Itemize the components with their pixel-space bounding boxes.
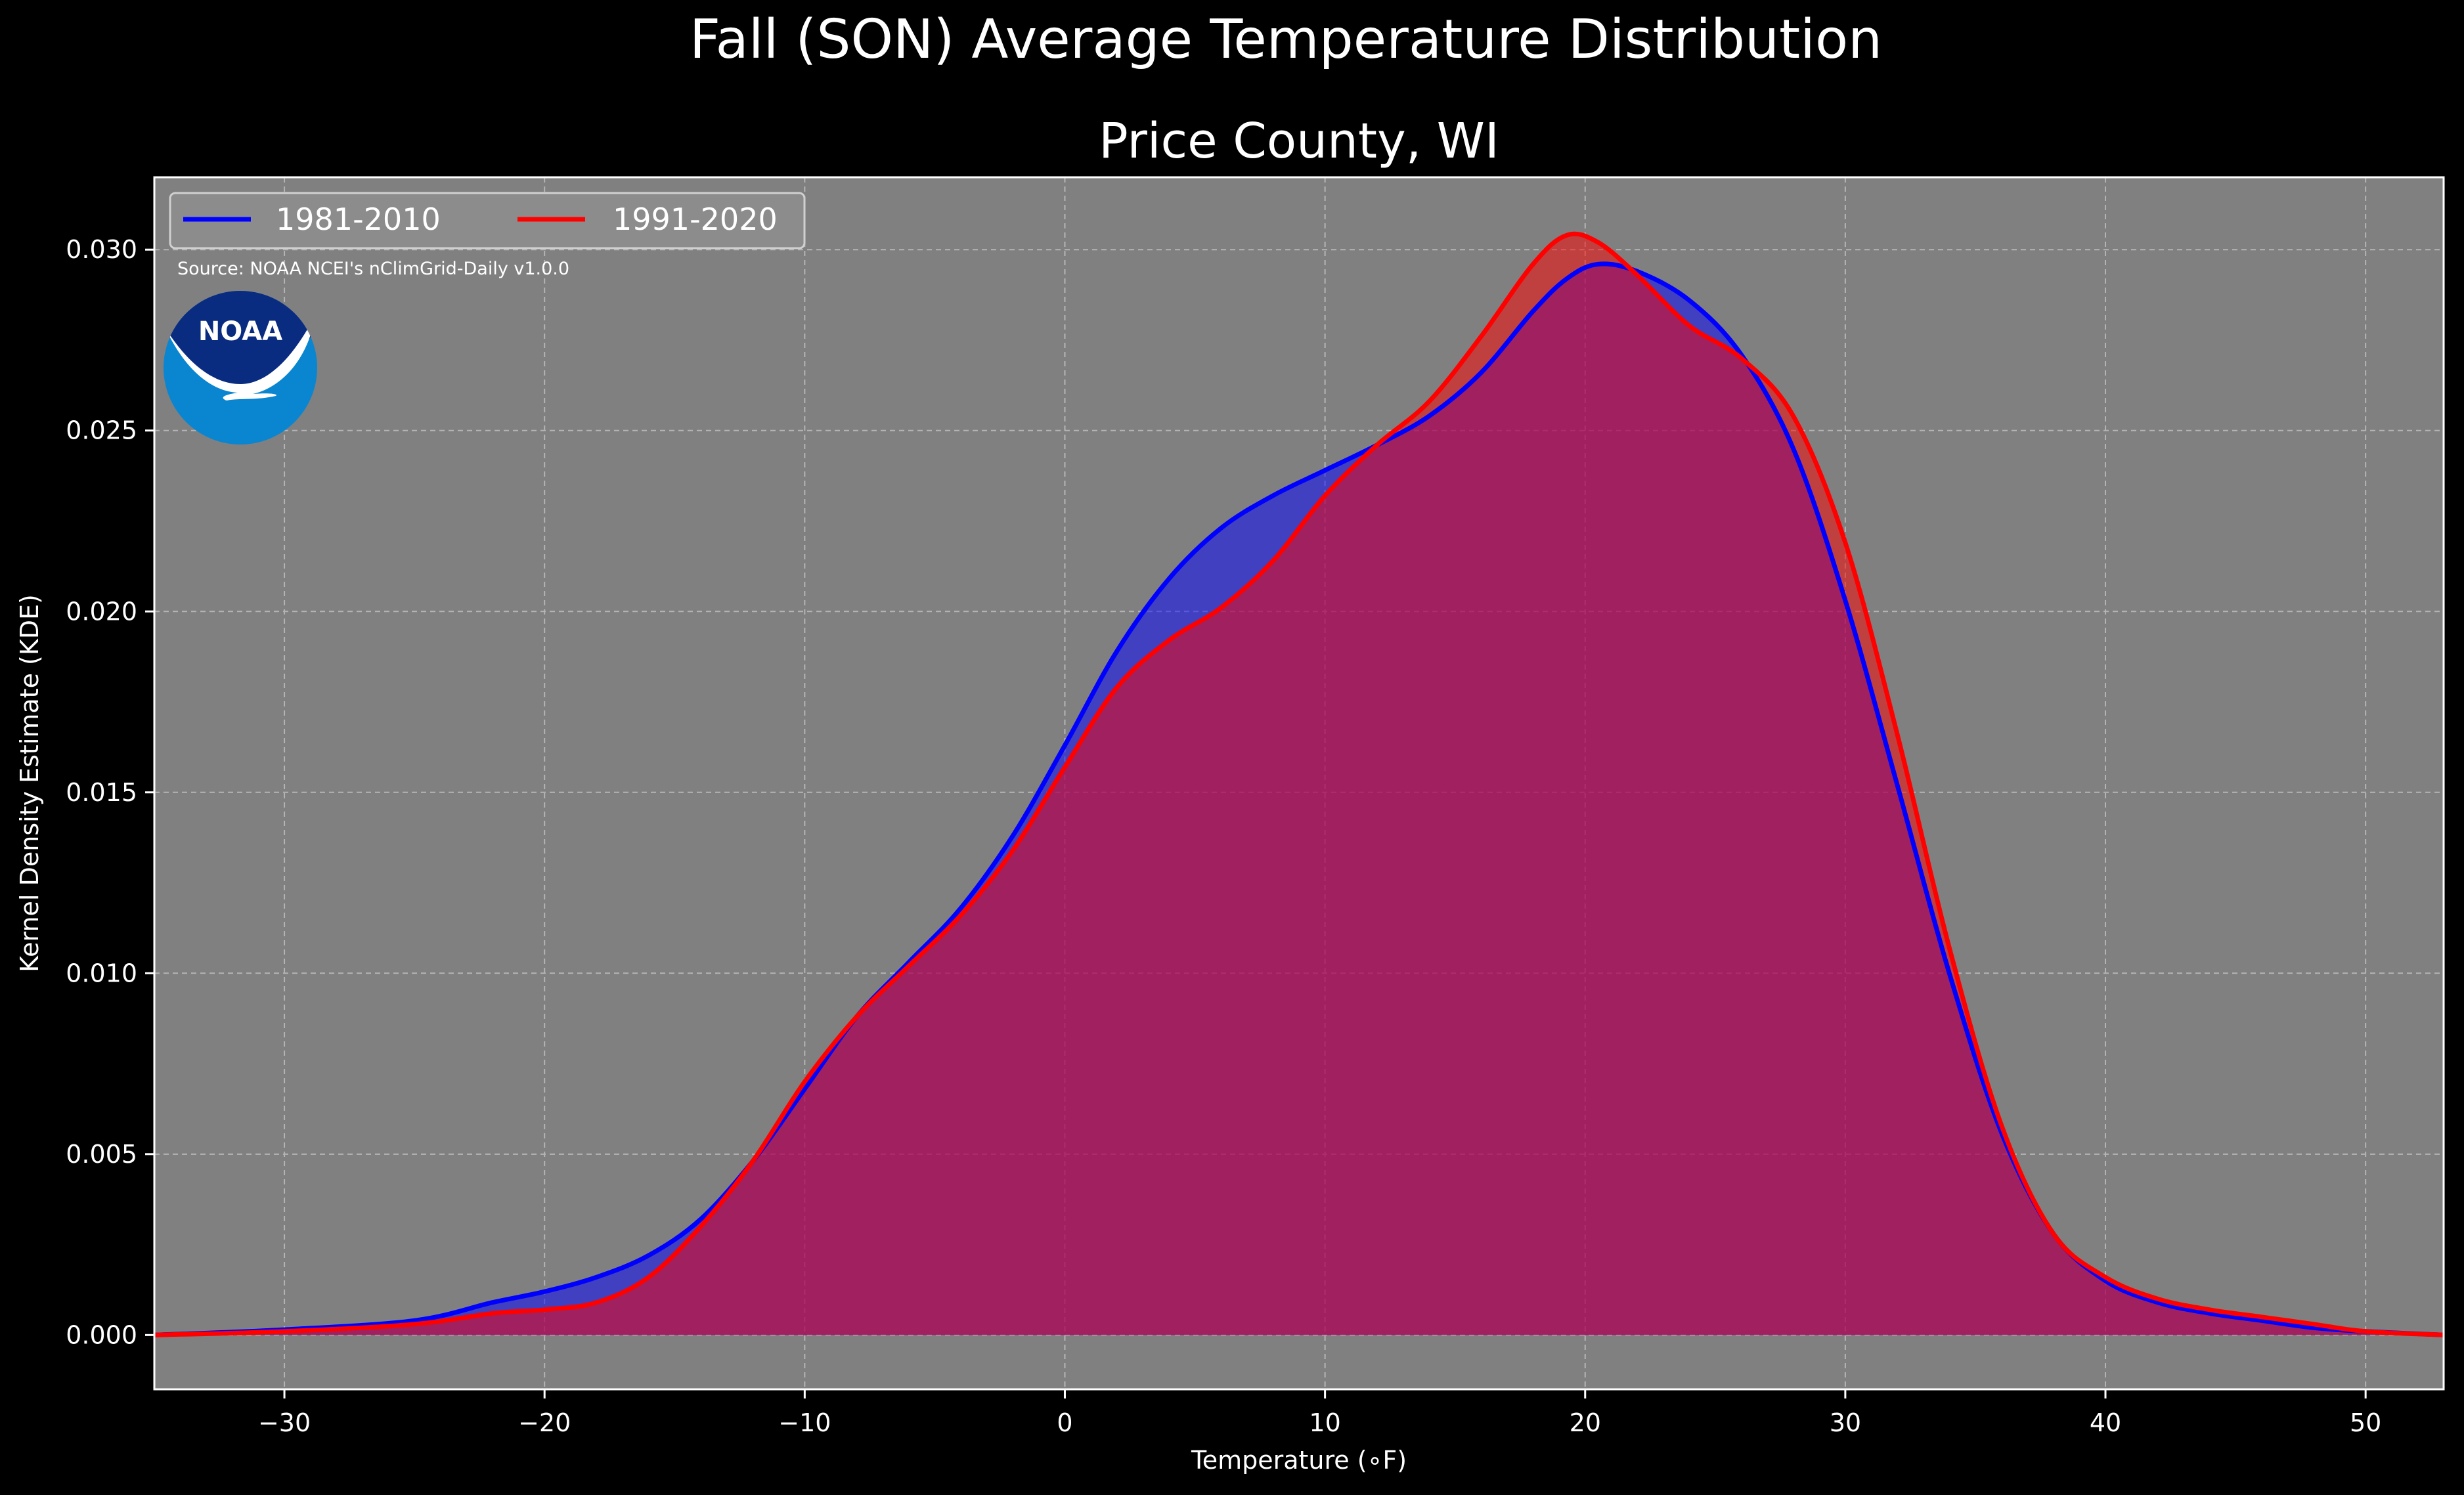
density-area-1991-2020 — [154, 234, 2444, 1335]
y-tick-label: 0.020 — [66, 597, 137, 626]
chart-suptitle: Fall (SON) Average Temperature Distribut… — [690, 9, 1882, 71]
x-tick-label: 30 — [1830, 1408, 1861, 1437]
y-tick-label: 0.010 — [66, 959, 137, 987]
chart-title: Price County, WI — [1099, 113, 1499, 169]
density-line-1991-2020 — [154, 231, 2444, 1337]
plot-frame — [153, 176, 2445, 1391]
y-tick-label: 0.015 — [66, 778, 137, 807]
x-axis-label: Temperature (∘F) — [1191, 1446, 1407, 1475]
y-tick-label: 0.000 — [66, 1320, 137, 1349]
x-axis-ticks: −30 −20 −10 0 10 20 30 40 50 — [258, 1389, 2381, 1437]
source-note: Source: NOAA NCEI's nClimGrid-Daily v1.0… — [177, 259, 569, 279]
y-tick-label: 0.030 — [66, 235, 137, 264]
x-tick-label: −20 — [518, 1408, 571, 1437]
x-tick-label: 20 — [1570, 1408, 1601, 1437]
noaa-logo-text: NOAA — [198, 316, 282, 347]
y-tick-label: 0.025 — [66, 416, 137, 445]
noaa-logo: NOAA — [164, 291, 317, 444]
x-tick-label: 0 — [1057, 1408, 1072, 1437]
y-axis-ticks: 0.000 0.005 0.010 0.015 0.020 0.025 0.030 — [66, 235, 154, 1349]
legend-label-1991-2020: 1991-2020 — [613, 202, 778, 237]
y-tick-label: 0.005 — [66, 1140, 137, 1169]
legend-box — [169, 192, 806, 249]
density-lines — [154, 231, 2444, 1337]
legend-label-1981-2010: 1981-2010 — [276, 202, 441, 237]
y-axis-label: Kernel Density Estimate (KDE) — [15, 594, 44, 972]
x-tick-label: −30 — [258, 1408, 311, 1437]
x-tick-label: 10 — [1309, 1408, 1340, 1437]
x-tick-label: −10 — [778, 1408, 831, 1437]
density-areas — [154, 234, 2444, 1335]
x-tick-label: 50 — [2350, 1408, 2381, 1437]
x-tick-label: 40 — [2090, 1408, 2121, 1437]
legend: 1981-2010 1991-2020 — [169, 192, 806, 249]
